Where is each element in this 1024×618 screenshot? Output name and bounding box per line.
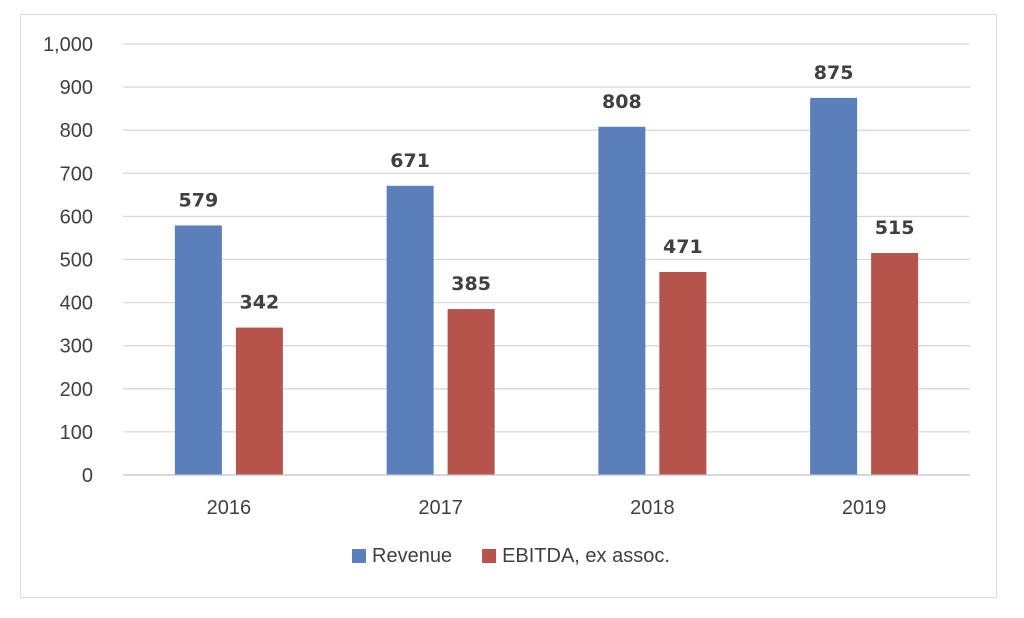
y-tick-label: 300 xyxy=(60,336,93,358)
data-label: 471 xyxy=(663,236,703,258)
data-label: 385 xyxy=(451,273,491,295)
x-tick-label: 2016 xyxy=(207,497,252,519)
bar xyxy=(659,271,707,475)
data-label: 515 xyxy=(875,217,915,239)
y-tick-label: 700 xyxy=(60,163,93,185)
bar xyxy=(871,253,919,475)
y-tick-label: 1,000 xyxy=(43,34,93,56)
y-tick-label: 600 xyxy=(60,206,93,228)
x-tick-label: 2019 xyxy=(842,497,887,519)
legend-label: EBITDA, ex assoc. xyxy=(502,545,670,567)
bar xyxy=(810,97,858,475)
legend-label: Revenue xyxy=(372,545,452,567)
y-tick-label: 500 xyxy=(60,250,93,272)
data-label: 671 xyxy=(390,150,430,172)
bar xyxy=(598,126,646,475)
y-axis-ticks: 0 100 200 300 400 500 600 700 800 900 1,000 xyxy=(43,34,93,487)
bar xyxy=(174,225,222,475)
bar xyxy=(235,327,283,475)
data-label: 875 xyxy=(814,62,854,84)
data-labels: 579 342 671 385 808 471 875 515 xyxy=(179,62,915,314)
bar xyxy=(447,309,495,475)
data-label: 579 xyxy=(179,189,219,211)
x-tick-label: 2018 xyxy=(630,497,675,519)
x-axis: 2016 2017 2018 2019 xyxy=(123,474,970,519)
y-tick-label: 800 xyxy=(60,120,93,142)
data-label: 342 xyxy=(240,292,280,314)
legend-swatch xyxy=(482,549,497,563)
y-tick-label: 100 xyxy=(60,422,93,444)
y-tick-label: 400 xyxy=(60,293,93,315)
data-label: 808 xyxy=(602,91,642,113)
legend: Revenue EBITDA, ex assoc. xyxy=(352,545,670,567)
bars xyxy=(174,97,919,475)
y-tick-label: 900 xyxy=(60,77,93,99)
legend-swatch xyxy=(352,549,366,563)
x-tick-label: 2017 xyxy=(418,497,463,519)
y-tick-label: 200 xyxy=(60,379,93,401)
bar xyxy=(386,185,434,475)
y-tick-label: 0 xyxy=(82,465,93,487)
